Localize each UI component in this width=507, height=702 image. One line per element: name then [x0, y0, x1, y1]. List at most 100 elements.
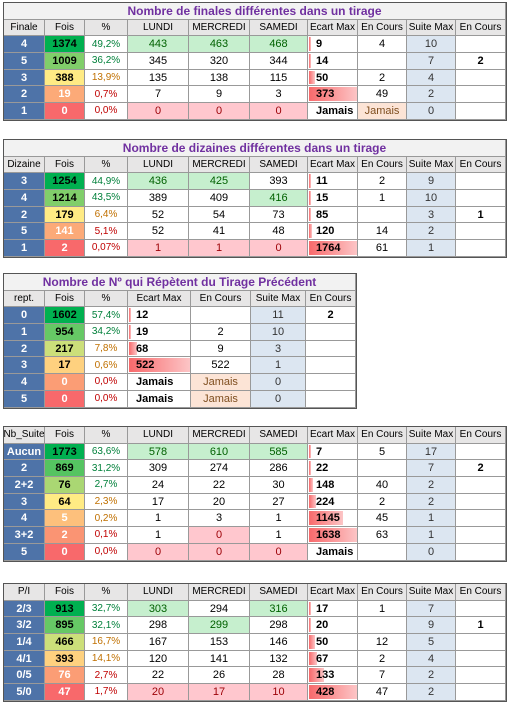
table-cell: 67: [308, 650, 358, 668]
table-cell: 468: [250, 36, 308, 54]
table-cell: [456, 650, 506, 668]
column-header: Fois: [45, 290, 85, 308]
cell-text: 2: [20, 462, 28, 475]
table-cell: 10: [407, 190, 456, 207]
column-header: MERCREDI: [189, 156, 250, 174]
cell-text: 132: [269, 652, 288, 665]
data-row: 3 17 0,6% 522 522 1: [4, 357, 356, 375]
data-row: Aucun 1773 63,6% 578 610 585 7 5 17: [4, 443, 506, 461]
table-cell: 298: [128, 617, 189, 635]
table-cell: 0,0%: [85, 374, 128, 391]
data-bar: [309, 635, 315, 649]
table-cell: 2: [358, 650, 407, 668]
cell-text: 0: [61, 545, 68, 558]
column-header: %: [85, 427, 128, 444]
cell-text: 61: [375, 241, 389, 254]
cell-text: 2: [327, 309, 334, 322]
column-header: LUNDI: [128, 19, 189, 37]
header-row: Dizaine Fois% LUNDI MERCREDI SAMEDI Ecart Max…: [4, 156, 506, 174]
table-cell: 1: [128, 510, 189, 528]
cell-text: 32,7%: [91, 603, 121, 615]
cell-text: 2: [20, 88, 28, 101]
title-row: Nombre de Nº qui Répètent du Tirage Préc…: [4, 274, 356, 291]
cell-text: 1: [154, 512, 162, 525]
cell-text: 135: [148, 71, 168, 84]
table-cell: 3: [4, 357, 45, 375]
data-bar: [309, 651, 317, 666]
table-cell: 32,7%: [85, 600, 128, 618]
table-cell: 4: [4, 190, 45, 207]
table-cell: 0,0%: [85, 543, 128, 561]
table-cell: 0: [189, 103, 250, 120]
cell-text: 28: [272, 669, 285, 682]
cell-text: 10: [271, 325, 285, 338]
data-bar: [309, 241, 357, 255]
data-bar: [309, 87, 357, 102]
table-cell: 345: [128, 53, 189, 70]
table-cell: 4: [4, 36, 45, 54]
cell-text: 428: [316, 685, 335, 698]
cell-text: 1: [20, 241, 28, 254]
column-header: En Cours: [456, 156, 506, 174]
cell-text: 4: [378, 38, 386, 51]
column-header: %: [85, 156, 128, 174]
table-cell: 47: [358, 684, 407, 701]
cell-text: 15: [316, 191, 329, 204]
cell-text: 2+2: [14, 478, 34, 491]
data-bar: [309, 478, 314, 492]
table-cell: 73: [250, 206, 308, 224]
data-row: 4 0 0,0% Jamais Jamais 0: [4, 374, 356, 391]
data-bar: [309, 37, 311, 52]
cell-text: 4: [427, 71, 435, 84]
cell-text: 0: [215, 545, 223, 558]
table-cell: [456, 443, 506, 461]
title-row: Nombre de finales différentes dans un ti…: [4, 3, 506, 20]
cell-text: 16,7%: [91, 636, 121, 648]
cell-text: 3: [20, 175, 28, 188]
table-cell: 0/5: [4, 667, 45, 685]
table-cell: Jamais: [308, 103, 358, 120]
table-cell: 1009: [45, 53, 85, 70]
table-cell: 5: [407, 634, 456, 651]
data-row: 4 5 0,2% 1 3 1 1145 45 1: [4, 510, 506, 528]
cell-text: 17: [212, 685, 226, 698]
data-row: 3+2 2 0,1% 1 0 1 1638 63 1: [4, 527, 506, 544]
cell-text: 585: [269, 445, 288, 458]
cell-text: 17: [424, 445, 438, 458]
cell-text: 393: [269, 175, 288, 188]
table-cell: 1773: [45, 443, 85, 461]
cell-text: 12: [136, 309, 149, 322]
cell-text: 1: [275, 528, 282, 541]
table-cell: 32,1%: [85, 617, 128, 635]
cell-text: Jamais: [203, 375, 238, 388]
table-cell: 85: [308, 206, 358, 224]
cell-text: 20: [316, 619, 329, 632]
data-row: 3 388 13,9% 135 138 115 50 2 4: [4, 69, 506, 87]
table-cell: 138: [189, 69, 250, 87]
table-cell: 7: [358, 667, 407, 685]
data-row: 1/4 466 16,7% 167 153 146 50 12 5: [4, 634, 506, 651]
table-cell: [456, 36, 506, 54]
cell-text: 0: [275, 545, 282, 558]
table-cell: 14: [358, 223, 407, 241]
cell-text: 47: [375, 685, 389, 698]
table-cell: 49,2%: [85, 36, 128, 54]
column-header: SAMEDI: [250, 427, 308, 444]
table-cell: 57,4%: [85, 307, 128, 325]
table-cell: 2: [4, 460, 45, 478]
cell-text: 466: [55, 635, 74, 648]
table-cell: 63: [358, 527, 407, 544]
table-cell: 0,0%: [85, 103, 128, 120]
table-cell: 9: [189, 86, 250, 104]
cell-text: 9: [217, 342, 224, 355]
table-cell: 20: [189, 493, 250, 511]
column-header: Fois: [45, 427, 85, 444]
cell-text: 17: [58, 359, 71, 372]
cell-text: 2: [427, 225, 435, 238]
column-header: En Cours: [358, 584, 407, 601]
cell-text: 3: [20, 359, 28, 372]
cell-text: 0: [275, 241, 282, 254]
table-cell: [358, 460, 407, 478]
table-cell: [191, 307, 251, 325]
cell-text: 0/5: [16, 669, 32, 682]
